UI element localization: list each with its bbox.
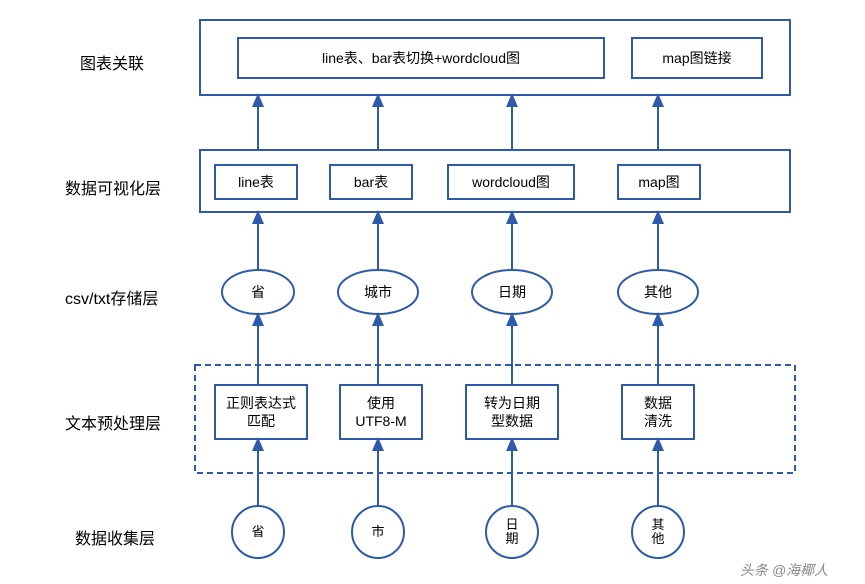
layer-l3: csv/txt存储层 (65, 285, 158, 309)
row1-switch: line表、bar表切换+wordcloud图 (238, 38, 604, 78)
watermark-text: 头条 @海椰人 (740, 560, 828, 580)
row4-b4: 数据 清洗 (622, 385, 694, 439)
row2-map: map图 (618, 165, 700, 199)
row4-b3: 转为日期 型数据 (466, 385, 558, 439)
layer-l2: 数据可视化层 (65, 175, 161, 199)
row4-b2: 使用 UTF8-M (340, 385, 422, 439)
row5-c4: 其 他 (632, 506, 684, 558)
row5-c3: 日 期 (486, 506, 538, 558)
row3-e1: 省 (222, 270, 294, 314)
row3-e4: 其他 (618, 270, 698, 314)
row2-line: line表 (215, 165, 297, 199)
row2-wc: wordcloud图 (448, 165, 574, 199)
row4-b1: 正则表达式 匹配 (215, 385, 307, 439)
row3-e2: 城市 (338, 270, 418, 314)
row5-c2: 市 (352, 506, 404, 558)
layer-l4: 文本预处理层 (65, 410, 161, 434)
row5-c1: 省 (232, 506, 284, 558)
row3-e3: 日期 (472, 270, 552, 314)
layer-l5: 数据收集层 (75, 525, 155, 549)
row2-bar: bar表 (330, 165, 412, 199)
row1-maplnk: map图链接 (632, 38, 762, 78)
layer-l1: 图表关联 (80, 50, 144, 74)
